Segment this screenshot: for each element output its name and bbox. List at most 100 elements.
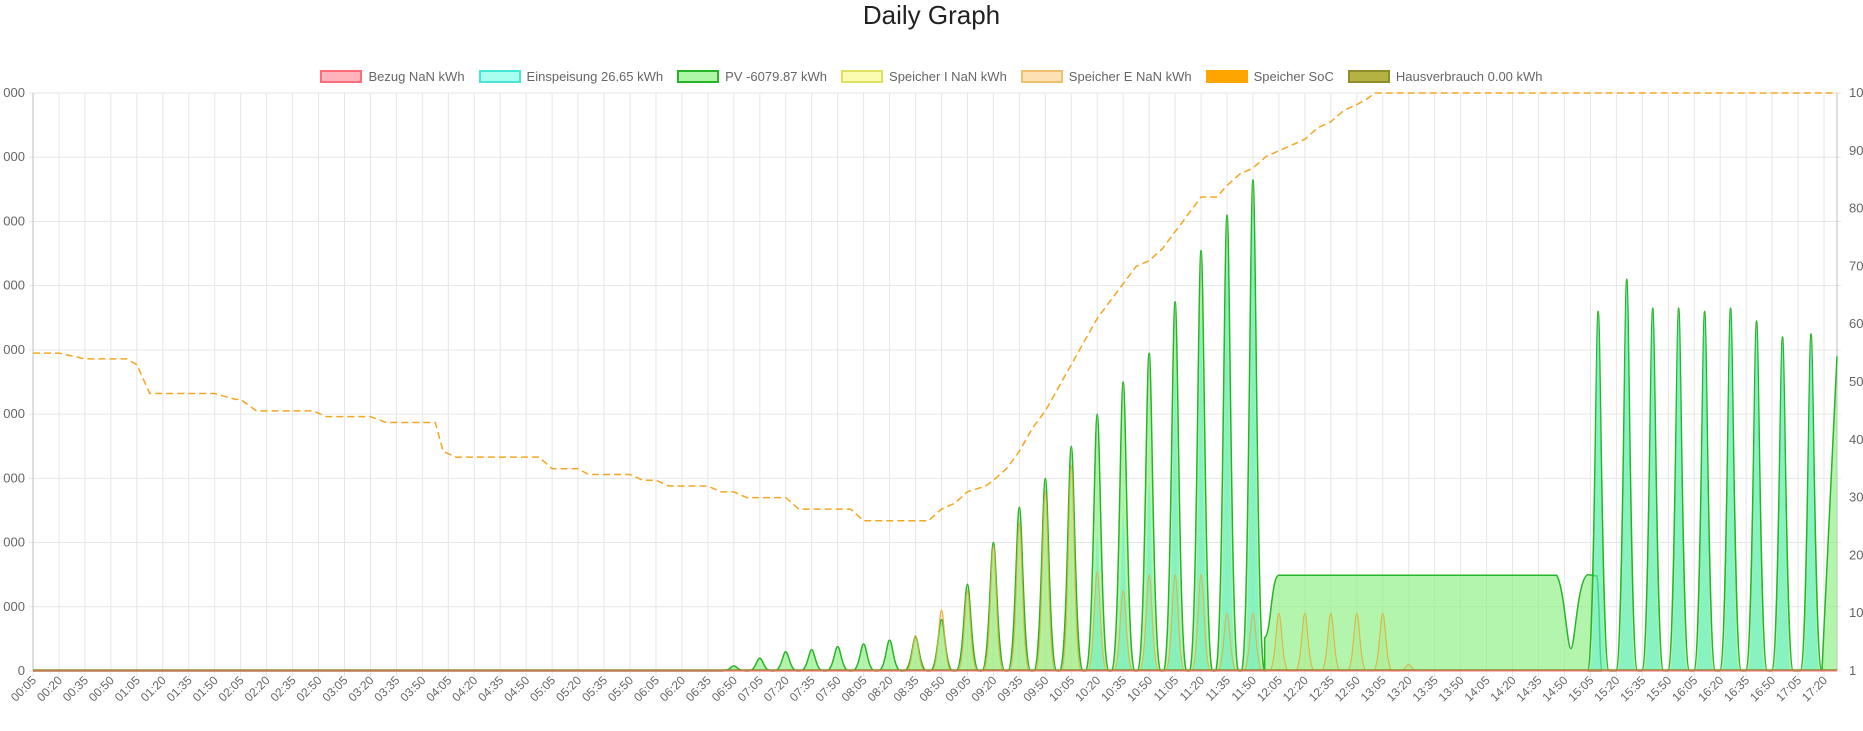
x-tick-label: 09:35	[994, 673, 1025, 704]
x-tick-label: 06:20	[657, 673, 688, 704]
x-tick-label: 04:50	[501, 673, 532, 704]
y-right-tick-label: 30	[1849, 490, 1863, 505]
x-tick-label: 00:50	[86, 673, 117, 704]
x-tick-label: 06:35	[683, 673, 714, 704]
x-tick-label: 14:35	[1513, 673, 1544, 704]
x-tick-label: 09:20	[968, 673, 999, 704]
einspeisung-area	[33, 208, 1837, 671]
y-right-tick-label: 60	[1849, 316, 1863, 331]
y-left-tick-label: 0	[18, 663, 25, 678]
legend-item[interactable]: Einspeisung 26.65 kWh	[478, 68, 664, 84]
x-tick-label: 02:50	[294, 673, 325, 704]
x-tick-label: 12:50	[1332, 673, 1363, 704]
x-tick-label: 16:50	[1747, 673, 1778, 704]
legend-label: Speicher I NaN kWh	[889, 68, 1007, 84]
y-right-tick-label: 80	[1849, 201, 1863, 216]
y-left-tick-label: 000	[3, 470, 25, 485]
speicher-e-line-top	[33, 464, 1419, 672]
y-right-tick-label: 90	[1849, 143, 1863, 158]
legend-item[interactable]: Hausverbrauch 0.00 kWh	[1347, 68, 1543, 84]
x-tick-label: 06:05	[631, 673, 662, 704]
x-tick-label: 04:20	[449, 673, 480, 704]
legend-item[interactable]: Speicher SoC	[1205, 68, 1334, 84]
x-tick-label: 15:20	[1591, 673, 1622, 704]
x-tick-label: 05:35	[579, 673, 610, 704]
y-left-tick-label: 000	[3, 342, 25, 357]
x-tick-label: 09:05	[942, 673, 973, 704]
x-tick-label: 12:05	[1254, 673, 1285, 704]
x-tick-label: 08:35	[891, 673, 922, 704]
x-tick-label: 14:20	[1488, 673, 1519, 704]
legend-label: Hausverbrauch 0.00 kWh	[1395, 68, 1543, 84]
x-tick-label: 04:05	[423, 673, 454, 704]
legend-swatch	[1205, 69, 1248, 83]
x-tick-label: 14:05	[1462, 673, 1493, 704]
legend-item[interactable]: Speicher I NaN kWh	[841, 69, 1007, 84]
y-left-tick-label: 000	[3, 406, 25, 421]
x-tick-label: 07:20	[761, 673, 792, 704]
x-tick-label: 13:05	[1358, 673, 1389, 704]
x-tick-label: 05:50	[605, 673, 636, 704]
x-tick-label: 16:35	[1721, 673, 1752, 704]
x-tick-label: 00:20	[34, 673, 65, 704]
y-left-tick-label: 000	[3, 599, 25, 614]
x-tick-label: 11:20	[1177, 673, 1208, 704]
x-tick-label: 01:20	[138, 673, 169, 704]
legend-swatch	[320, 69, 363, 83]
x-tick-label: 10:50	[1124, 673, 1155, 704]
legend-label: Speicher SoC	[1253, 68, 1334, 84]
x-tick-label: 17:05	[1773, 673, 1804, 704]
x-tick-label: 11:35	[1203, 673, 1234, 704]
chart-title: Daily Graph	[862, 0, 1001, 30]
y-left-tick-label: 000	[3, 535, 25, 550]
x-tick-label: 16:05	[1669, 673, 1700, 704]
y-left-tick-label: 000	[3, 213, 25, 228]
y-right-tick-label: 10	[1849, 605, 1863, 620]
x-tick-label: 06:50	[709, 673, 740, 704]
x-tick-label: 07:35	[787, 673, 818, 704]
y-right-tick-label: 70	[1849, 258, 1863, 273]
legend-label: Bezug NaN kWh	[368, 68, 465, 84]
x-tick-label: 10:20	[1072, 673, 1103, 704]
legend-label: PV -6079.87 kWh	[725, 68, 828, 84]
x-tick-label: 11:50	[1229, 673, 1260, 704]
x-tick-label: 11:05	[1151, 673, 1182, 704]
x-tick-label: 07:50	[813, 673, 844, 704]
pv-area	[33, 179, 1837, 671]
speicher-soc-line	[33, 92, 1837, 522]
x-tick-label: 15:05	[1565, 673, 1596, 704]
chart-legend: Bezug NaN kWh Einspeisung 26.65 kWh PV -60…	[0, 65, 1863, 87]
y-left-tick-label: 000	[3, 149, 25, 164]
x-tick-label: 00:35	[60, 673, 91, 704]
x-tick-label: 02:05	[216, 673, 247, 704]
x-tick-label: 08:20	[865, 673, 896, 704]
x-tick-label: 08:50	[916, 673, 947, 704]
x-tick-label: 04:35	[475, 673, 506, 704]
x-tick-label: 12:20	[1280, 673, 1311, 704]
x-tick-label: 13:50	[1436, 673, 1467, 704]
x-tick-label: 05:20	[553, 673, 584, 704]
legend-item[interactable]: Bezug NaN kWh	[320, 68, 465, 84]
x-tick-label: 03:50	[397, 673, 428, 704]
x-tick-label: 09:50	[1020, 673, 1051, 704]
x-tick-label: 07:05	[735, 673, 766, 704]
legend-item[interactable]: PV -6079.87 kWh	[677, 69, 827, 84]
x-tick-label: 15:50	[1643, 673, 1674, 704]
x-tick-label: 01:05	[112, 673, 143, 704]
legend-swatch	[841, 69, 884, 83]
x-tick-label: 12:35	[1306, 673, 1337, 704]
x-tick-label: 01:50	[190, 673, 221, 704]
y-right-tick-label: 40	[1849, 432, 1863, 447]
x-tick-label: 17:20	[1799, 673, 1830, 704]
y-left-tick-label: 000	[3, 85, 25, 100]
x-tick-label: 02:20	[242, 673, 273, 704]
legend-label: Einspeisung 26.65 kWh	[526, 68, 664, 84]
x-tick-label: 10:05	[1046, 673, 1077, 704]
x-tick-label: 14:50	[1539, 673, 1570, 704]
legend-swatch	[478, 69, 521, 83]
y-left-tick-label: 000	[3, 278, 25, 293]
x-tick-label: 01:35	[164, 673, 195, 704]
x-tick-label: 08:05	[839, 673, 870, 704]
y-right-tick-label: 20	[1849, 547, 1863, 562]
legend-item[interactable]: Speicher E NaN kWh	[1020, 69, 1192, 84]
